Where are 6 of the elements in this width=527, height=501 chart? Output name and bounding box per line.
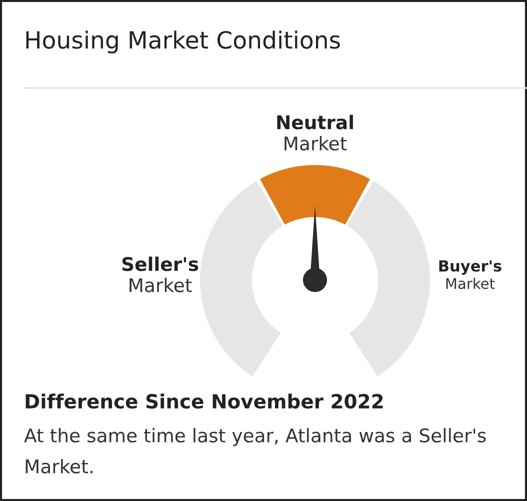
chart-title: Housing Market Conditions — [26, 30, 340, 54]
text: At the same time last year, Atlanta was a Seller's Market. — [24, 428, 486, 474]
slice-label: Neutral Market — [277, 114, 353, 151]
text: Difference Since November 2022 — [26, 394, 383, 409]
slice-label: Buyer's Market — [439, 260, 502, 290]
slice-label: Seller's Market — [122, 256, 198, 292]
